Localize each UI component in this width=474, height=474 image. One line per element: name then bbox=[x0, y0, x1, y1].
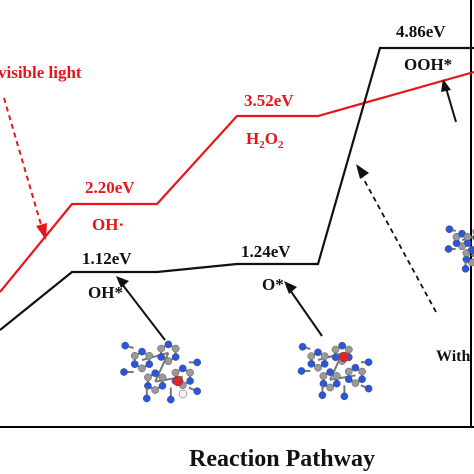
nitrogen-atom bbox=[351, 363, 360, 372]
red-level-2-energy-label: 3.52eV bbox=[244, 91, 294, 110]
nitrogen-atom bbox=[157, 353, 165, 361]
black-level-2-energy-label: 1.24eV bbox=[241, 242, 291, 261]
carbon-atom bbox=[314, 363, 322, 372]
bond bbox=[154, 352, 170, 383]
carbon-atom bbox=[171, 344, 180, 353]
nitrogen-atom bbox=[461, 264, 470, 273]
carbon-atom bbox=[171, 368, 180, 377]
carbon-atom bbox=[319, 372, 328, 380]
molecule-oh-star bbox=[120, 340, 202, 404]
molecule-o-star bbox=[297, 341, 373, 401]
nitrogen-atom bbox=[468, 246, 474, 254]
black-pathway-line bbox=[0, 46, 474, 331]
visible-light-arrowhead bbox=[36, 223, 47, 240]
carbon-atom bbox=[158, 373, 167, 382]
nitrogen-atom bbox=[445, 225, 454, 234]
nitrogen-atom bbox=[319, 379, 328, 388]
nitrogen-atom bbox=[364, 384, 373, 393]
nitrogen-atom bbox=[340, 392, 349, 401]
nitrogen-atom bbox=[158, 381, 167, 390]
arrowhead-o-star bbox=[284, 281, 297, 294]
black-level-3-energy-label: 4.86eV bbox=[396, 22, 446, 41]
nitrogen-atom bbox=[314, 348, 322, 357]
arrow-to-o-star bbox=[289, 289, 323, 337]
nitrogen-atom bbox=[444, 245, 453, 253]
carbon-atom bbox=[307, 352, 316, 360]
red-level-2-species-label: H2O2 bbox=[246, 129, 284, 151]
bond bbox=[329, 374, 356, 381]
oxygen-atom bbox=[338, 351, 350, 363]
nitrogen-atom bbox=[307, 360, 316, 368]
nitrogen-atom bbox=[171, 353, 180, 361]
black-level-2-species-label: O* bbox=[262, 275, 284, 294]
carbon-atom bbox=[130, 351, 139, 360]
nitrogen-atom bbox=[318, 391, 327, 400]
nitrogen-atom bbox=[193, 387, 202, 396]
carbon-atom bbox=[351, 379, 360, 387]
nitrogen-atom bbox=[297, 367, 306, 375]
red-pathway: 2.20eV OH· 3.52eV H2O2 bbox=[0, 70, 474, 293]
nitrogen-atom bbox=[130, 360, 139, 369]
carbon-atom bbox=[326, 383, 334, 392]
nitrogen-atom bbox=[358, 375, 366, 384]
nitrogen-atom bbox=[164, 340, 173, 349]
carbon-atom bbox=[345, 345, 353, 354]
carbon-atom bbox=[332, 372, 341, 380]
nitrogen-atom bbox=[145, 360, 154, 369]
nitrogen-atom bbox=[298, 342, 307, 351]
red-level-1-species-label: OH· bbox=[92, 215, 124, 234]
carbon-atom bbox=[157, 344, 165, 353]
arrow-to-oo-h-star bbox=[445, 87, 457, 123]
nitrogen-atom bbox=[178, 364, 187, 373]
black-pathway: 1.12eV OH* 1.24eV O* 4.86eV OOH* bbox=[0, 22, 474, 331]
nitrogen-atom bbox=[121, 341, 130, 350]
nitrogen-atom bbox=[344, 375, 353, 384]
arrowhead-ooh-star bbox=[441, 79, 451, 92]
nitrogen-atom bbox=[166, 395, 175, 404]
carbon-atom bbox=[144, 373, 152, 382]
carbon-atom bbox=[145, 351, 154, 360]
nitrogen-atom bbox=[338, 341, 347, 350]
carbon-atom bbox=[331, 345, 340, 354]
bond bbox=[141, 351, 169, 361]
nitrogen-atom bbox=[186, 377, 194, 385]
oxygen-atom bbox=[172, 375, 184, 387]
nitrogen-atom bbox=[120, 368, 128, 376]
dashed-arrowhead-black bbox=[356, 164, 369, 179]
nitrogen-atom bbox=[320, 360, 329, 368]
nitrogen-atom bbox=[332, 379, 341, 388]
carbon-atom bbox=[463, 233, 472, 241]
black-level-1-species-label: OH* bbox=[88, 283, 123, 302]
visible-light-label: visible light bbox=[0, 63, 82, 82]
dashed-arrow-black bbox=[361, 175, 437, 313]
black-level-3-species-label: OOH* bbox=[404, 55, 452, 74]
arrowhead-oh-star bbox=[116, 276, 129, 288]
nitrogen-atom bbox=[364, 358, 373, 367]
carbon-atom bbox=[186, 368, 194, 377]
x-axis-label: Reaction Pathway bbox=[189, 446, 375, 472]
nitrogen-atom bbox=[142, 394, 151, 403]
carbon-atom bbox=[358, 367, 366, 376]
nitrogen-atom bbox=[193, 358, 202, 367]
red-level-1-energy-label: 2.20eV bbox=[85, 178, 135, 197]
with-label: With bbox=[436, 348, 470, 365]
molecule-ooh-star bbox=[444, 225, 474, 273]
nitrogen-atom bbox=[138, 347, 146, 356]
black-level-1-energy-label: 1.12eV bbox=[82, 249, 132, 268]
carbon-atom bbox=[151, 386, 160, 394]
nitrogen-atom bbox=[151, 369, 160, 378]
carbon-atom bbox=[138, 364, 146, 373]
carbon-atom bbox=[344, 367, 353, 376]
arrow-to-oh-star bbox=[121, 283, 166, 341]
nitrogen-atom bbox=[331, 353, 340, 362]
red-pathway-line bbox=[0, 70, 474, 293]
hydrogen-atom bbox=[178, 389, 188, 399]
nitrogen-atom bbox=[144, 381, 152, 390]
visible-light-arrow bbox=[3, 97, 43, 229]
nitrogen-atom bbox=[326, 368, 334, 376]
carbon-atom bbox=[164, 357, 173, 366]
carbon-atom bbox=[320, 352, 329, 360]
